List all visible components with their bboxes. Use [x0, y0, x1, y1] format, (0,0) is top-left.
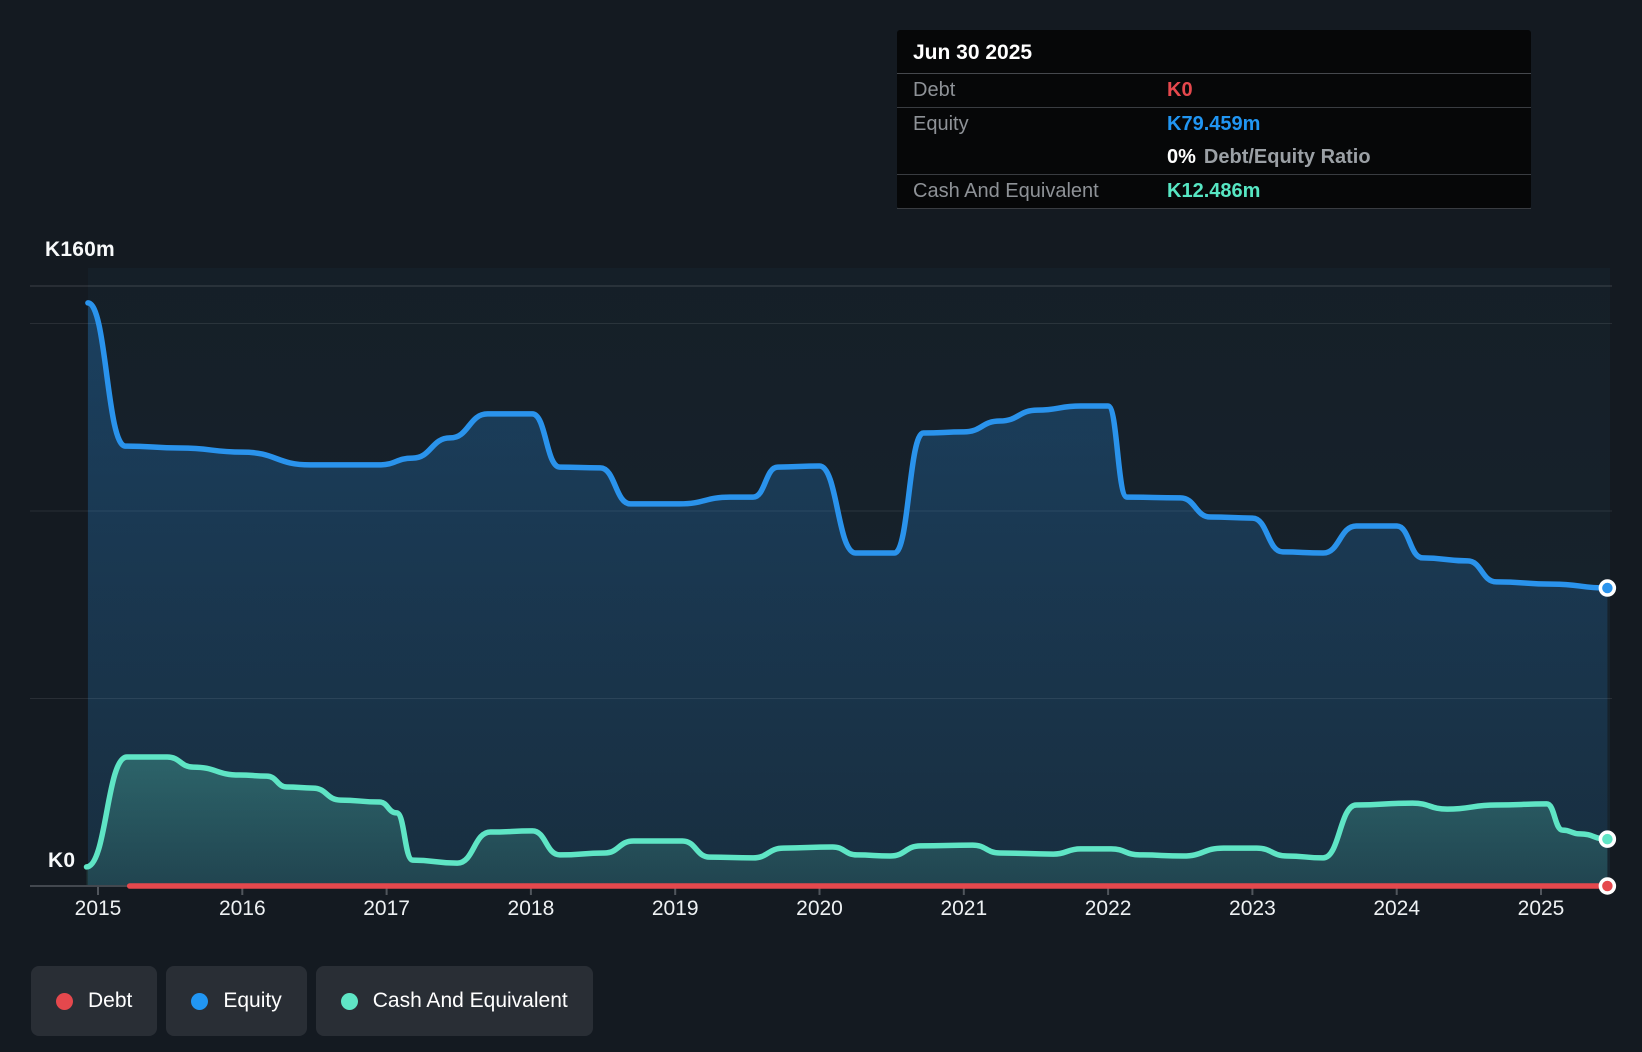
x-tick-label-2015: 2015: [74, 897, 122, 920]
x-tick-label-2016: 2016: [218, 897, 266, 920]
tooltip-row-ratio: 0% Debt/Equity Ratio: [897, 141, 1531, 175]
x-tick-label-2018: 2018: [507, 897, 555, 920]
debt-end-dot: [1598, 877, 1617, 895]
y-axis-max-label: K160m: [45, 238, 115, 261]
equity-end-dot: [1598, 579, 1617, 597]
cash-and-equivalent-area: [86, 757, 1608, 886]
tooltip-equity-value: K79.459m: [1167, 113, 1261, 135]
legend-dot-debt: [56, 992, 73, 1010]
tooltip-debt-label: Debt: [913, 79, 956, 101]
tooltip: Jun 30 2025 Debt K0 Equity K79.459m 0% D…: [897, 30, 1531, 209]
tooltip-debt-value: K0: [1167, 79, 1193, 101]
tooltip-row-equity: Equity K79.459m: [897, 108, 1531, 141]
tooltip-separator: [897, 73, 1531, 74]
x-tick-label-2020: 2020: [796, 897, 843, 920]
cash-and-equivalent-end-dot: [1598, 830, 1617, 848]
tooltip-row-debt: Debt K0: [897, 74, 1531, 108]
x-tick-label-2023: 2023: [1229, 897, 1276, 920]
x-tick-label-2021: 2021: [940, 897, 988, 920]
x-tick-label-2024: 2024: [1373, 897, 1421, 920]
equity-area: [87, 302, 1608, 886]
legend-item-debt[interactable]: Debt: [31, 966, 158, 1036]
legend-dot-equity: [191, 992, 209, 1010]
legend-item-cash-and-equivalent[interactable]: Cash And Equivalent: [315, 966, 593, 1036]
x-tick-label-2025: 2025: [1517, 897, 1565, 920]
x-tick-label-2019: 2019: [651, 897, 699, 920]
legend-label: Equity: [223, 989, 282, 1012]
x-tick-label-2017: 2017: [363, 897, 410, 920]
tooltip-date: Jun 30 2025: [913, 41, 1033, 64]
tooltip-cash-value: K12.486m: [1167, 180, 1261, 202]
tooltip-ratio-percent: 0%: [1167, 146, 1196, 168]
tooltip-row-cash: Cash And Equivalent K12.486m: [897, 175, 1531, 209]
tooltip-ratio-text: Debt/Equity Ratio: [1203, 146, 1371, 168]
legend-dot-cash-and-equivalent: [340, 992, 358, 1010]
legend-label: Debt: [88, 989, 133, 1012]
cash-and-equivalent-line: [83, 754, 1611, 870]
tooltip-equity-label: Equity: [913, 113, 969, 135]
equity-line: [85, 300, 1611, 591]
legend-item-equity[interactable]: Equity: [166, 966, 307, 1036]
legend: Debt Equity Cash And Equivalent: [31, 966, 593, 1036]
y-axis-zero-label: K0: [48, 849, 76, 872]
x-axis: 2015 2016 2017 2018 2019 2020 2021 2022 2023 2024…: [0, 897, 1642, 923]
legend-label: Cash And Equivalent: [372, 989, 568, 1012]
x-tick-label-2022: 2022: [1084, 897, 1132, 920]
tooltip-cash-label: Cash And Equivalent: [913, 180, 1099, 202]
